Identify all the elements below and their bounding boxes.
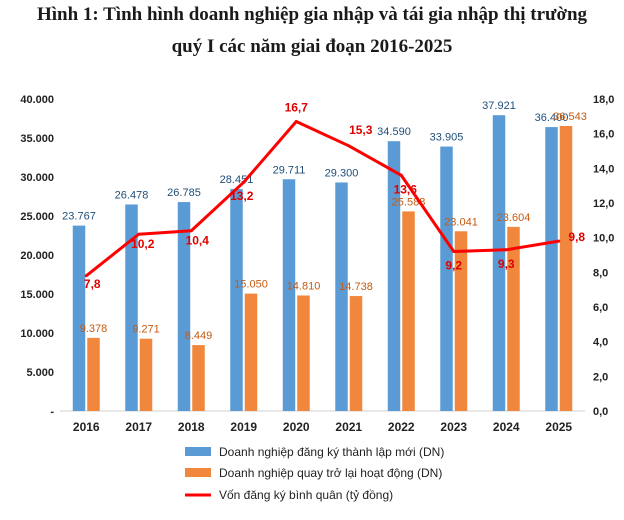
bar-returning-enterprises <box>454 231 468 411</box>
legend-swatch-returning-enterprises <box>185 468 211 477</box>
data-label-new-enterprises: 23.767 <box>62 211 96 223</box>
y-right-tick-label: 8,0 <box>593 267 608 279</box>
legend-label-avg-capital: Vốn đăng ký bình quân (tỷ đồng) <box>219 488 393 502</box>
x-tick-label: 2020 <box>283 420 310 434</box>
line-point <box>399 173 403 177</box>
y-left-tick-label: 5.000 <box>26 367 54 379</box>
bar-returning-enterprises <box>139 338 153 411</box>
y-right-tick-label: 14,0 <box>593 163 614 175</box>
data-label-new-enterprises: 29.711 <box>273 164 306 176</box>
bar-new-enterprises <box>440 146 453 411</box>
bar-new-enterprises <box>335 182 348 411</box>
data-label-new-enterprises: 33.905 <box>430 132 464 144</box>
data-label-returning-enterprises: 14.810 <box>287 280 321 292</box>
data-label-new-enterprises: 34.590 <box>377 126 411 138</box>
x-tick-label: 2017 <box>125 420 152 434</box>
bar-returning-enterprises <box>507 226 520 411</box>
data-label-avg-capital: 15,3 <box>349 123 373 137</box>
data-label-returning-enterprises: 14.738 <box>339 281 373 293</box>
x-tick-label: 2023 <box>440 420 467 434</box>
line-avg-registered-capital <box>85 120 559 277</box>
y-left-tick-label: 30.000 <box>20 172 54 184</box>
data-label-new-enterprises: 37.921 <box>482 100 516 112</box>
data-label-avg-capital: 16,7 <box>285 101 309 115</box>
y-left-tick-label: 35.000 <box>20 133 54 145</box>
bar-new-enterprises <box>282 179 296 411</box>
data-label-returning-enterprises: 8.449 <box>185 330 213 342</box>
y-right-tick-label: 0,0 <box>593 406 608 418</box>
legend-label-new-enterprises: Doanh nghiệp đăng ký thành lập mới (DN) <box>219 445 444 459</box>
bar-returning-enterprises <box>559 125 573 411</box>
bar-returning-enterprises <box>192 345 205 411</box>
data-label-returning-enterprises: 36.543 <box>553 111 587 123</box>
bar-returning-enterprises <box>297 295 310 411</box>
bar-new-enterprises <box>545 127 558 411</box>
data-label-new-enterprises: 26.478 <box>115 189 149 201</box>
data-label-new-enterprises: 26.785 <box>167 187 201 199</box>
data-label-returning-enterprises: 15.050 <box>234 279 268 291</box>
bar-returning-enterprises <box>244 293 258 411</box>
data-label-avg-capital: 13,2 <box>230 189 254 203</box>
bar-new-enterprises <box>387 141 401 411</box>
chart-title-line-1: Hình 1: Tình hình doanh nghiệp gia nhập … <box>36 4 588 25</box>
bar-returning-enterprises <box>349 296 363 411</box>
x-tick-label: 2025 <box>545 420 572 434</box>
bar-returning-enterprises <box>87 337 100 411</box>
data-label-avg-capital: 9,3 <box>498 257 515 271</box>
y-right-tick-label: 10,0 <box>593 233 614 245</box>
data-label-avg-capital: 13,6 <box>394 182 418 196</box>
y-right-tick-label: 18,0 <box>593 94 614 106</box>
y-right-tick-label: 4,0 <box>593 337 608 349</box>
y-left-tick-label: 25.000 <box>20 211 54 223</box>
data-label-new-enterprises: 29.300 <box>325 167 359 179</box>
line-point <box>504 248 508 252</box>
y-left-tick-label: 10.000 <box>20 328 54 340</box>
data-label-avg-capital: 10,2 <box>131 237 155 251</box>
bar-returning-enterprises <box>402 211 415 411</box>
y-right-tick-label: 12,0 <box>593 198 614 210</box>
data-label-avg-capital: 9,8 <box>568 230 585 244</box>
bar-new-enterprises <box>177 202 191 411</box>
y-right-tick-label: 16,0 <box>593 129 614 141</box>
legend-swatch-new-enterprises <box>185 447 211 456</box>
chart-title-line-2: quý I các năm giai đoạn 2016-2025 <box>171 36 453 57</box>
line-point <box>557 239 561 243</box>
x-tick-label: 2018 <box>178 420 205 434</box>
line-point <box>294 120 298 124</box>
data-label-returning-enterprises: 9.378 <box>80 323 108 335</box>
data-label-new-enterprises: 36.400 <box>535 112 569 124</box>
line-point <box>242 180 246 184</box>
line-point <box>452 250 456 254</box>
line-point <box>347 144 351 148</box>
x-tick-label: 2021 <box>335 420 362 434</box>
data-label-avg-capital: 9,2 <box>445 259 462 273</box>
legend-label-returning-enterprises: Doanh nghiệp quay trở lại hoạt động (DN) <box>219 466 442 480</box>
y-left-tick-label: 20.000 <box>20 250 54 262</box>
data-label-returning-enterprises: 9.271 <box>132 324 160 336</box>
bar-new-enterprises <box>230 189 243 411</box>
y-left-tick-label: 40.000 <box>20 94 54 106</box>
x-tick-label: 2016 <box>73 420 100 434</box>
line-point <box>137 232 141 236</box>
data-label-avg-capital: 10,4 <box>186 234 210 248</box>
bar-new-enterprises <box>72 225 86 411</box>
bar-new-enterprises <box>125 204 138 411</box>
data-label-returning-enterprises: 23.604 <box>497 212 531 224</box>
line-point <box>84 274 88 278</box>
x-tick-label: 2019 <box>230 420 257 434</box>
x-tick-label: 2024 <box>493 420 520 434</box>
data-label-avg-capital: 7,8 <box>84 277 101 291</box>
y-left-tick-label: 15.000 <box>20 289 54 301</box>
y-right-tick-label: 2,0 <box>593 371 608 383</box>
y-left-tick-label: - <box>50 406 54 418</box>
line-point <box>189 229 193 233</box>
x-tick-label: 2022 <box>388 420 415 434</box>
data-label-returning-enterprises: 23.041 <box>444 216 478 228</box>
y-right-tick-label: 6,0 <box>593 302 608 314</box>
bar-new-enterprises <box>492 115 506 412</box>
